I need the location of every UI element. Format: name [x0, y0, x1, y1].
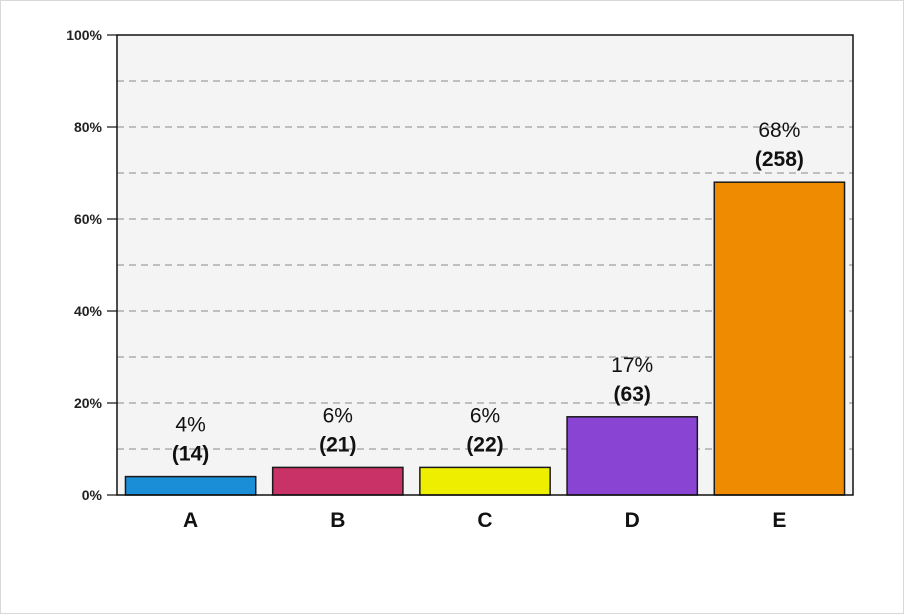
x-category-label: D	[625, 509, 640, 532]
x-category-label: A	[183, 509, 198, 532]
bars	[124, 181, 846, 496]
bar-percent-label: 6%	[323, 404, 353, 427]
bar-d	[566, 416, 699, 496]
y-tick-label: 0%	[82, 487, 103, 503]
bar-percent-label: 68%	[758, 119, 800, 142]
x-category-label: B	[330, 509, 345, 532]
y-tick-label: 20%	[74, 395, 103, 411]
x-axis: A B C D E	[183, 509, 786, 532]
x-category-label: E	[772, 509, 786, 532]
bar-percent-label: 17%	[611, 354, 653, 377]
bar-percent-label: 4%	[175, 414, 205, 437]
bar-b	[271, 466, 404, 496]
bar-count-label: (258)	[755, 148, 804, 171]
bar-count-label: (14)	[172, 443, 209, 466]
plot-border	[116, 34, 854, 496]
x-category-label: C	[477, 509, 492, 532]
y-tick-label: 80%	[74, 119, 103, 135]
y-axis: 0% 20% 40% 60% 80% 100%	[66, 27, 117, 503]
bar-count-label: (63)	[614, 383, 651, 406]
bar-c	[419, 466, 551, 496]
bar-count-label: (21)	[319, 433, 356, 456]
bar-a	[124, 475, 257, 496]
bar-percent-label: 6%	[470, 404, 500, 427]
data-labels: 4% (14) 6% (21) 6% (22) 17% (63) 68% (258)	[172, 119, 804, 465]
y-tick-label: 100%	[66, 27, 102, 43]
y-tick-label: 40%	[74, 303, 103, 319]
bar-e	[713, 181, 846, 496]
y-tick-label: 60%	[74, 211, 103, 227]
bar-count-label: (22)	[466, 433, 503, 456]
